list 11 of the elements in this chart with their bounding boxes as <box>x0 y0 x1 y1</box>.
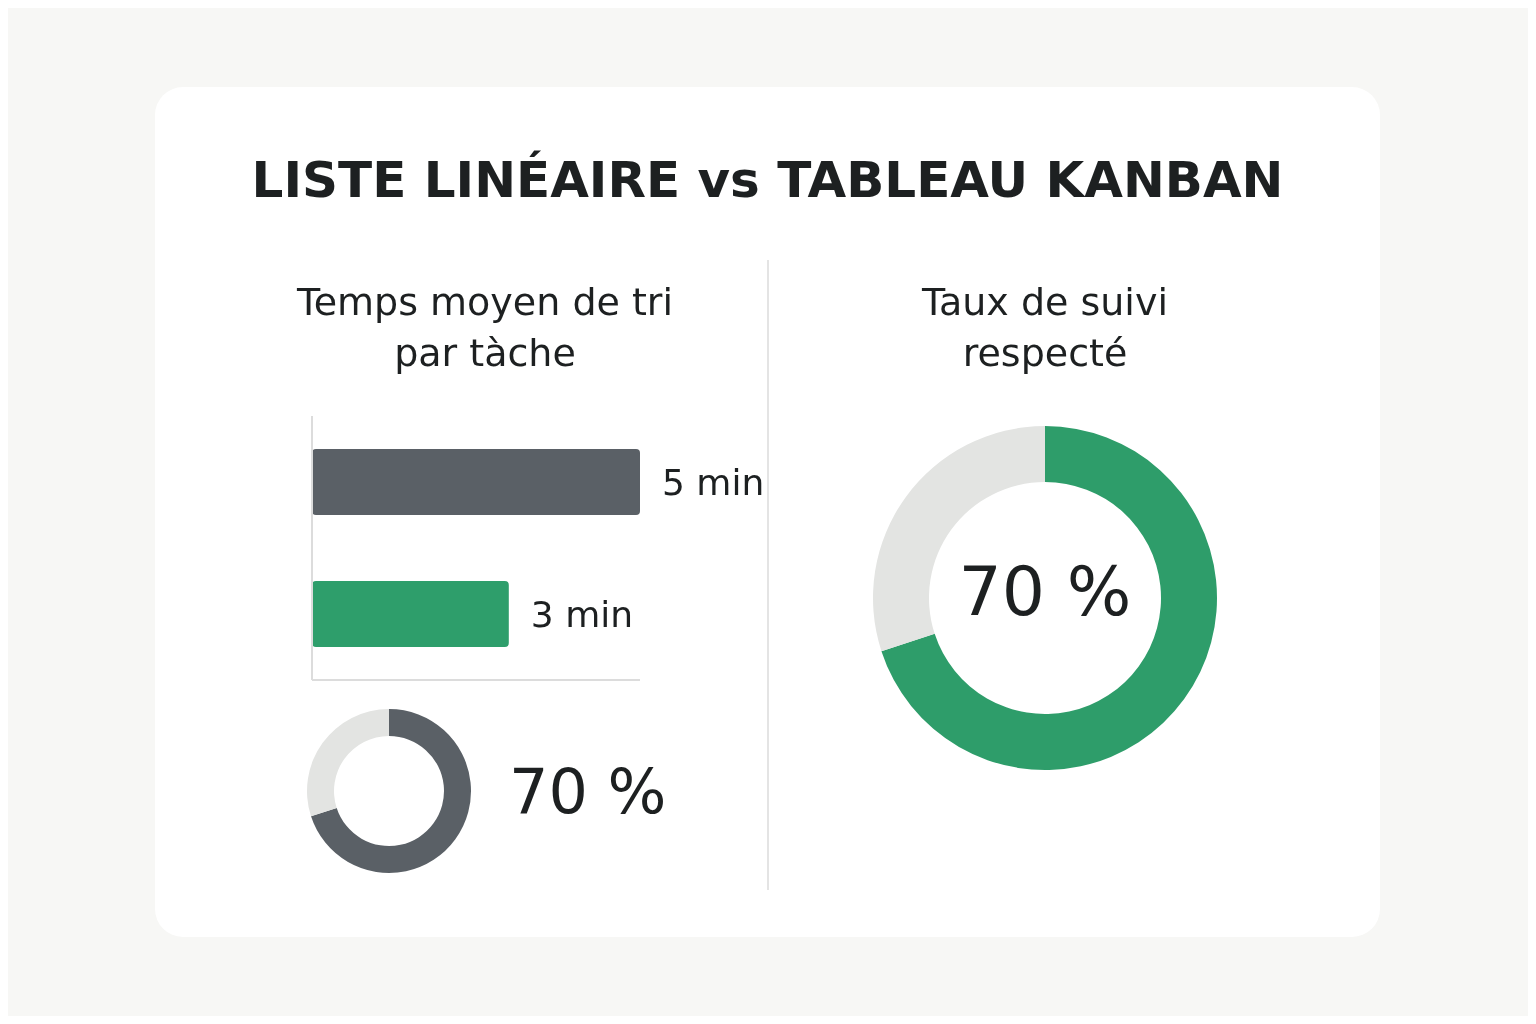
chart-title: Taux de suivi respecté <box>921 279 1169 378</box>
data-label: 3 min <box>530 593 634 635</box>
chart-title: Temps moyen de tri par tàche <box>295 279 675 378</box>
donut-slice <box>307 709 389 817</box>
donut-slice <box>881 425 1217 770</box>
text: LISTE LINÉAIRE vs TABLEAU KANBAN <box>250 149 1285 211</box>
data-label: 70 % <box>509 754 667 828</box>
donut-slice <box>311 709 471 873</box>
donut-slice <box>873 425 1045 651</box>
data-label: 5 min <box>662 461 765 503</box>
data-label: 70 % <box>957 551 1133 631</box>
